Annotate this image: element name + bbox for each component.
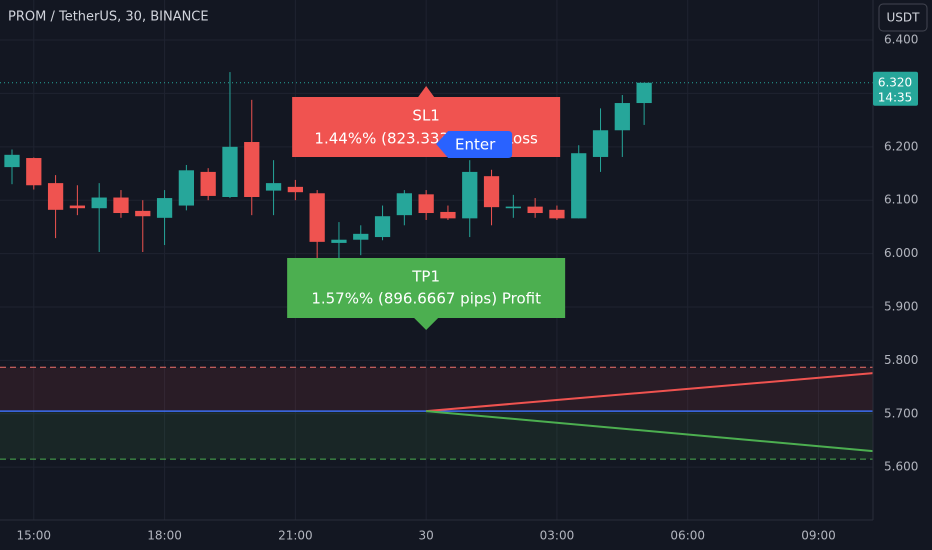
- candle-body: [113, 197, 129, 214]
- candle-body: [592, 130, 609, 157]
- tp-box: [287, 258, 566, 330]
- candle-body: [244, 142, 260, 198]
- last-price-tag: [873, 71, 918, 106]
- y-tick-label: 5.900: [884, 299, 918, 313]
- candle-body: [222, 146, 238, 198]
- candle-body: [287, 186, 303, 193]
- candles: [4, 72, 652, 279]
- candle-body: [26, 158, 42, 186]
- currency-label[interactable]: USDT: [887, 11, 921, 25]
- candle-body: [156, 198, 173, 218]
- last-price-label: 6.320: [878, 75, 912, 89]
- stop-zone: [0, 367, 873, 412]
- candle-body: [353, 233, 369, 240]
- candle-body: [309, 193, 325, 242]
- x-tick-label: 21:00: [278, 529, 313, 543]
- candle-body: [200, 171, 216, 196]
- candle-body: [549, 209, 565, 219]
- candle-body: [135, 210, 151, 217]
- candle-body: [331, 239, 347, 243]
- candle-body: [614, 103, 630, 131]
- stop-projection: [426, 372, 874, 413]
- candle-body: [374, 216, 391, 238]
- x-tick-label: 06:00: [670, 529, 705, 543]
- zones: [0, 366, 874, 460]
- candle-body: [396, 193, 412, 216]
- y-tick-label: 6.200: [884, 139, 918, 153]
- y-tick-label: 5.600: [884, 460, 918, 474]
- x-tick-label: 03:00: [540, 529, 575, 543]
- candle-body: [178, 170, 194, 206]
- candle-body: [418, 194, 434, 214]
- y-tick-label: 6.400: [884, 33, 918, 47]
- target-projection: [426, 410, 874, 453]
- tp-text: 1.57%% (896.6667 pips) Profit: [311, 290, 541, 308]
- grid: [0, 0, 873, 520]
- candle-body: [4, 154, 20, 168]
- x-tick-label: 30: [419, 529, 434, 543]
- x-tick-label: 15:00: [16, 529, 51, 543]
- candle-body: [636, 82, 652, 104]
- candle-body: [462, 171, 478, 219]
- target-zone: [0, 411, 873, 460]
- tp-title: TP1: [411, 268, 440, 286]
- sl-title: SL1: [412, 107, 439, 125]
- y-tick-label: 5.700: [884, 406, 918, 420]
- x-tick-label: 18:00: [147, 529, 182, 543]
- y-tick-label: 6.000: [884, 246, 918, 260]
- entry-tag[interactable]: [436, 131, 513, 158]
- y-tick-label: 6.100: [884, 193, 918, 207]
- countdown-label: 14:35: [878, 90, 913, 104]
- currency-button[interactable]: [878, 3, 928, 32]
- chart-title: PROM / TetherUS, 30, BINANCE: [8, 10, 209, 25]
- candle-body: [440, 211, 456, 219]
- x-tick-label: 09:00: [801, 529, 836, 543]
- candle-body: [47, 183, 64, 210]
- candle-body: [265, 183, 282, 191]
- candle-body: [527, 206, 543, 214]
- candle-body: [483, 176, 500, 208]
- candle-body: [69, 205, 86, 209]
- entry-label[interactable]: Enter: [455, 136, 496, 154]
- candle-body: [91, 197, 107, 209]
- candle-body: [571, 153, 587, 219]
- candle-body: [505, 206, 521, 209]
- y-tick-label: 5.800: [884, 353, 918, 367]
